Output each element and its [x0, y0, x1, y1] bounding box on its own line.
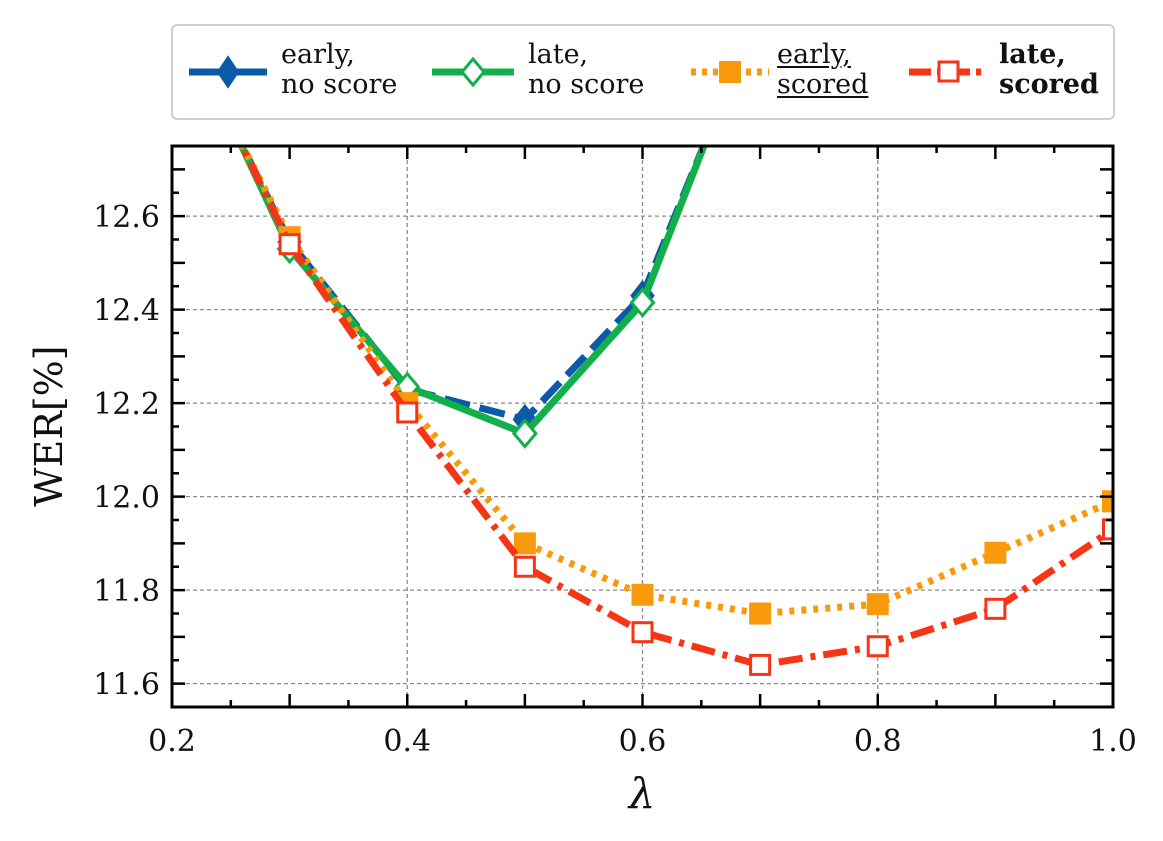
series-layer [237, 146, 1113, 676]
legend-label-late-no-score-1: late, [528, 39, 589, 70]
marker-point [866, 635, 889, 658]
legend-label-late-no-score-2: no score [528, 69, 645, 100]
tick-labels: 0.2 0.4 0.6 0.8 1.0 11.6 11.8 12.0 12.2 12.4 12.6 [93, 200, 1137, 759]
marker-point [631, 583, 654, 606]
legend-swatch-late-no-score [432, 56, 514, 88]
x-tick-label: 0.8 [854, 724, 902, 759]
marker-point [749, 653, 772, 676]
y-tick-label: 11.6 [93, 668, 160, 703]
marker-point [511, 418, 538, 449]
legend-label-early-no-score-1: early, [281, 39, 355, 70]
marker-point [984, 541, 1007, 564]
marker-point [513, 532, 536, 555]
legend-swatch-early-no-score [189, 55, 267, 89]
series-line-0 [238, 146, 708, 423]
legend-swatch-late-scored [909, 60, 987, 83]
marker-point [513, 555, 536, 578]
marker-point [396, 401, 419, 424]
legend-label-early-scored-2: scored [777, 69, 869, 100]
marker-point [631, 621, 654, 644]
y-tick-label: 11.8 [93, 574, 160, 609]
grid-lines [172, 146, 1113, 707]
y-tick-label: 12.2 [93, 387, 160, 422]
legend-item-late-scored: late, scored [903, 26, 1108, 118]
series-line-2 [238, 146, 1113, 617]
legend-label-early-scored-1: early, [777, 39, 851, 70]
y-tick-label: 12.6 [93, 200, 160, 235]
x-tick-label: 0.6 [619, 724, 667, 759]
legend-label-late-scored-2: scored [999, 69, 1099, 100]
legend-item-early-no-score: early, no score [183, 26, 413, 118]
series-line-1 [237, 146, 708, 438]
y-tick-label: 12.0 [93, 481, 160, 516]
y-axis-label: WER[%] [27, 345, 71, 506]
marker-point [984, 597, 1007, 620]
x-axis-label: λ [627, 769, 656, 818]
marker-point [629, 287, 656, 318]
legend-label-early-no-score-2: no score [281, 69, 398, 100]
legend-swatch-early-scored [691, 61, 769, 83]
marker-point [1102, 490, 1113, 513]
marker-point [278, 233, 301, 256]
legend: early, no score late, no score early, sc… [171, 24, 1115, 120]
x-tick-label: 0.2 [148, 724, 196, 759]
axis-ticks [170, 144, 1115, 709]
marker-point [1102, 518, 1113, 541]
x-tick-label: 1.0 [1089, 724, 1137, 759]
marker-point [866, 593, 889, 616]
series-line-3 [238, 146, 1113, 669]
x-tick-label: 0.4 [383, 724, 431, 759]
y-tick-label: 12.4 [93, 294, 160, 329]
legend-item-early-scored: early, scored [685, 26, 885, 118]
marker-point [749, 602, 772, 625]
legend-label-late-scored-1: late, [999, 39, 1066, 70]
legend-item-late-no-score: late, no score [428, 26, 668, 118]
